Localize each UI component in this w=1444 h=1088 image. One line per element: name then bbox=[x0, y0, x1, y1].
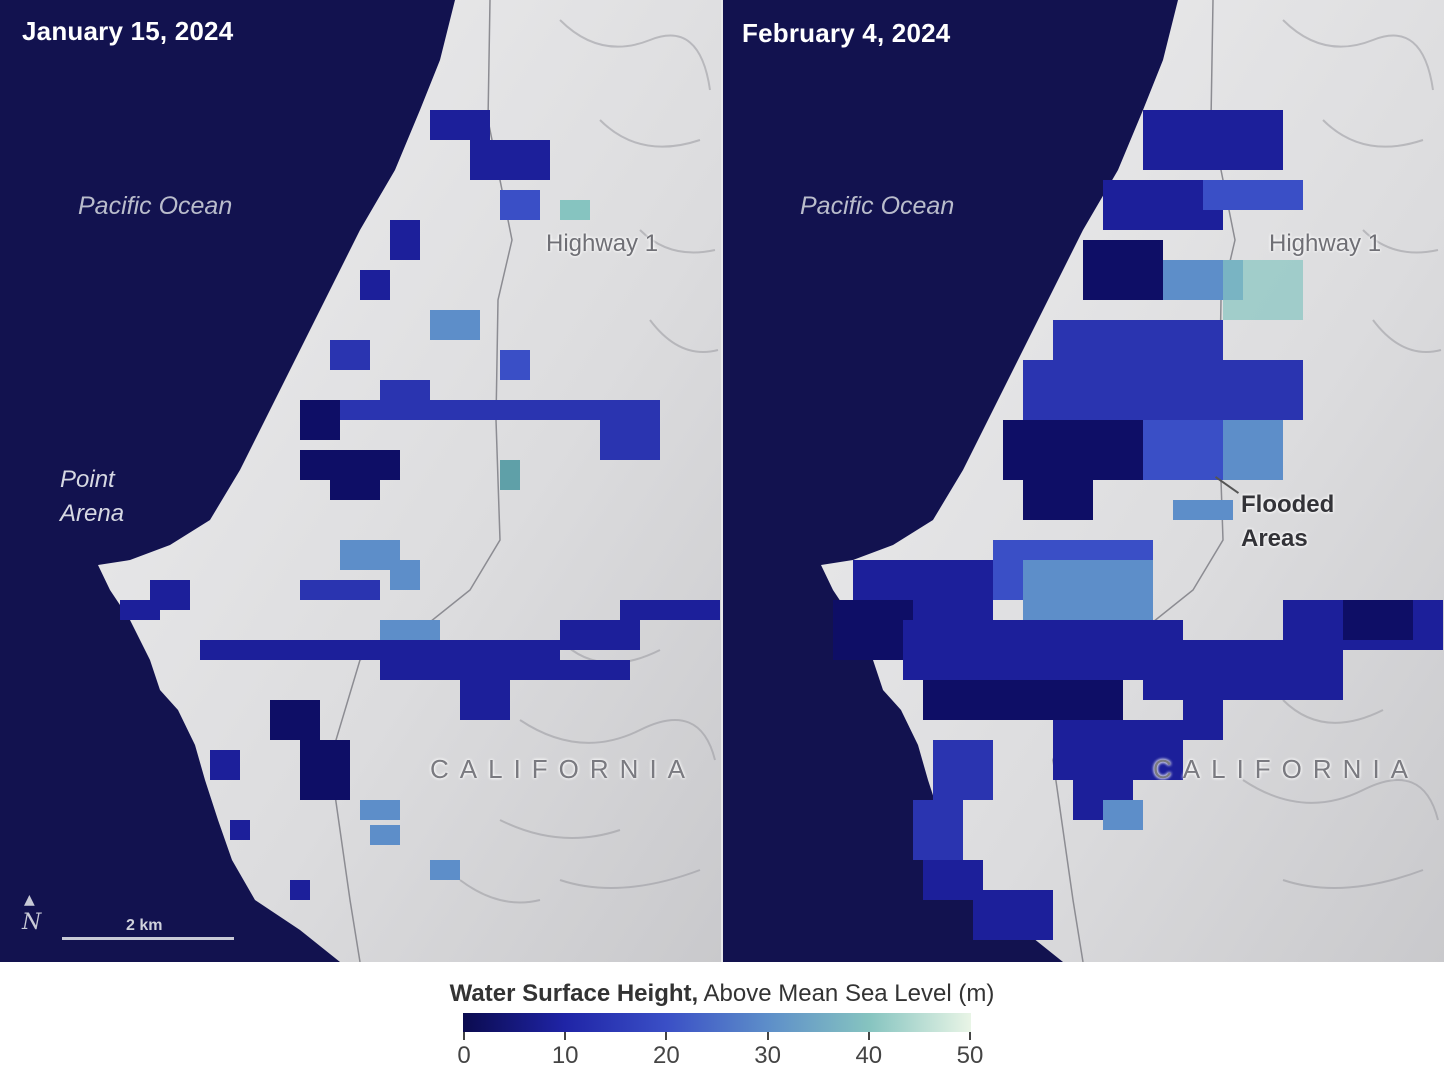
legend-tick-label: 0 bbox=[457, 1042, 471, 1069]
legend-tick-label: 50 bbox=[956, 1042, 984, 1069]
legend-tick bbox=[665, 1032, 668, 1040]
flooded-line-2: Areas bbox=[1241, 525, 1308, 552]
legend-color-bar bbox=[463, 1013, 971, 1032]
scale-bar bbox=[62, 937, 234, 940]
flooded-areas-label: Flooded Areas bbox=[1241, 488, 1334, 556]
map-february bbox=[723, 0, 1444, 962]
ocean-label: Pacific Ocean bbox=[800, 192, 955, 220]
ocean-label: Pacific Ocean bbox=[78, 192, 233, 220]
map-panel-february: February 4, 2024 Pacific Ocean Highway 1… bbox=[723, 0, 1444, 962]
point-arena-label: Point Arena bbox=[60, 463, 124, 531]
legend-tick bbox=[463, 1032, 465, 1040]
legend-tick bbox=[766, 1032, 769, 1040]
point-arena-line-2: Arena bbox=[60, 500, 125, 527]
legend-tick bbox=[969, 1032, 971, 1040]
legend-tick-label: 20 bbox=[653, 1042, 680, 1069]
point-arena-line-1: Point bbox=[60, 466, 115, 493]
land bbox=[98, 0, 721, 962]
north-label: N bbox=[22, 910, 42, 935]
water-pixels bbox=[120, 110, 720, 900]
date-label: February 4, 2024 bbox=[742, 18, 951, 48]
legend-tick-label: 40 bbox=[855, 1042, 883, 1069]
date-label: January 15, 2024 bbox=[22, 16, 234, 46]
flooded-line-1: Flooded bbox=[1241, 491, 1335, 518]
highway-1 bbox=[1052, 0, 1236, 962]
state-label: CALIFORNIA bbox=[1153, 754, 1420, 784]
legend-tick-label: 10 bbox=[551, 1042, 579, 1069]
map-january bbox=[0, 0, 721, 962]
water-pixels bbox=[833, 110, 1443, 940]
north-arrow-icon: ▲ bbox=[24, 892, 35, 908]
highway-label: Highway 1 bbox=[1269, 230, 1382, 257]
legend-tick-label: 30 bbox=[754, 1042, 781, 1069]
legend-title-rest: Above Mean Sea Level (m) bbox=[698, 980, 995, 1007]
legend-tick bbox=[867, 1032, 870, 1040]
highway-label: Highway 1 bbox=[546, 230, 659, 257]
state-label: CALIFORNIA bbox=[430, 754, 697, 784]
terrain-shading bbox=[1242, 19, 1442, 889]
legend-title-bold: Water Surface Height, bbox=[449, 980, 699, 1007]
legend-tick bbox=[564, 1032, 567, 1040]
scale-label: 2 km bbox=[126, 917, 163, 934]
map-panel-january: January 15, 2024 Pacific Ocean Highway 1… bbox=[0, 0, 721, 962]
panel-divider bbox=[721, 0, 723, 962]
legend-title: Water Surface Height, Above Mean Sea Lev… bbox=[0, 980, 1444, 1008]
land bbox=[821, 0, 1444, 962]
